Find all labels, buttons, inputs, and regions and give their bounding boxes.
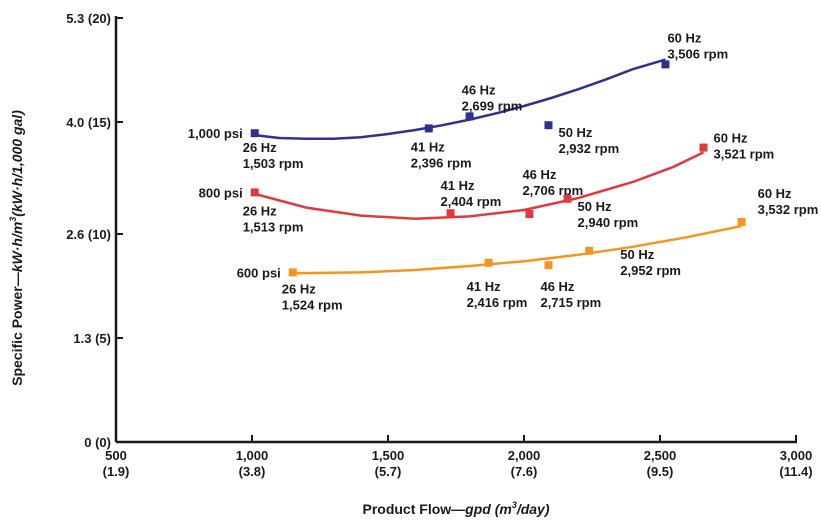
point-hz-label: 26 Hz <box>243 140 277 155</box>
data-point <box>424 124 433 133</box>
series-curve <box>251 58 666 141</box>
data-point <box>484 258 493 267</box>
data-point <box>737 218 746 226</box>
point-hz-label: 46 Hz <box>522 167 556 182</box>
series-curve <box>251 151 705 221</box>
point-hz-label: 60 Hz <box>758 186 792 201</box>
data-point <box>250 188 259 197</box>
point-hz-label: 46 Hz <box>462 82 496 97</box>
y-ticks: 0 (0) 1.3 (5) 2.6 (10) 4.0 (15) 5.3 (20) <box>66 11 123 450</box>
point-hz-label: 41 Hz <box>467 279 501 294</box>
series-label: 800 psi <box>199 185 243 200</box>
y-title-sup: 3 <box>8 217 18 222</box>
x-tick-sublabel: (3.8) <box>239 464 266 479</box>
data-point <box>544 261 553 270</box>
x-title-unit: gpd (m <box>464 501 512 517</box>
axes <box>114 16 797 444</box>
x-tick-label: 3,000 <box>780 448 813 463</box>
x-tick-sublabel: (9.5) <box>647 464 674 479</box>
y-tick-label: 0 (0) <box>84 435 111 450</box>
x-tick-sublabel: (1.9) <box>103 464 130 479</box>
point-rpm-label: 2,940 rpm <box>578 215 639 230</box>
x-title-sup: 3 <box>512 500 517 510</box>
point-rpm-label: 2,932 rpm <box>558 141 619 156</box>
point-rpm-label: 3,521 rpm <box>714 147 775 162</box>
x-tick-label: 2,500 <box>644 448 677 463</box>
series-curve <box>292 224 742 275</box>
point-rpm-label: 2,404 rpm <box>441 194 502 209</box>
data-point <box>446 209 455 218</box>
point-rpm-label: 2,952 rpm <box>620 263 681 278</box>
x-tick-sublabel: (7.6) <box>511 464 538 479</box>
x-ticks: 500(1.9) 1,000(3.8) 1,500(5.7) 2,000(7.6) 2,… <box>103 435 813 479</box>
y-tick-label: 2.6 (10) <box>66 227 111 242</box>
point-hz-label: 60 Hz <box>714 131 748 146</box>
data-point <box>585 246 594 255</box>
x-title-main: Product Flow— <box>362 501 465 517</box>
point-hz-label: 60 Hz <box>667 30 701 45</box>
point-hz-label: 50 Hz <box>620 247 654 262</box>
x-tick-label: 1,000 <box>236 448 269 463</box>
x-axis-title: Product Flow—gpd (m3/day) <box>362 500 549 517</box>
data-point <box>563 194 572 203</box>
data-point <box>699 143 708 152</box>
point-hz-label: 50 Hz <box>558 125 592 140</box>
y-tick-label: 5.3 (20) <box>66 11 111 26</box>
point-hz-label: 41 Hz <box>411 139 445 154</box>
y-tick-label: 4.0 (15) <box>66 115 111 130</box>
point-rpm-label: 2,416 rpm <box>467 295 528 310</box>
point-rpm-label: 1,503 rpm <box>243 156 304 171</box>
data-point <box>544 121 553 130</box>
x-tick-label: 2,000 <box>508 448 541 463</box>
data-point <box>288 268 297 277</box>
x-tick-sublabel: (5.7) <box>375 464 402 479</box>
y-title-unit1: kW·h/m <box>9 222 25 273</box>
x-tick-label: 1,500 <box>372 448 405 463</box>
x-tick-label: 500 <box>105 448 127 463</box>
point-rpm-label: 1,513 rpm <box>243 219 304 234</box>
x-title-end: /day) <box>516 501 550 517</box>
point-hz-label: 46 Hz <box>540 279 574 294</box>
point-rpm-label: 2,715 rpm <box>540 295 601 310</box>
point-rpm-label: 2,706 rpm <box>522 183 583 198</box>
data-point <box>465 112 474 121</box>
point-rpm-label: 2,396 rpm <box>411 155 472 170</box>
x-tick-sublabel: (11.4) <box>779 464 812 479</box>
point-rpm-label: 2,699 rpm <box>462 98 523 113</box>
point-rpm-label: 1,524 rpm <box>282 297 343 312</box>
data-point <box>525 210 534 218</box>
series-label: 1,000 psi <box>188 126 243 141</box>
point-rpm-label: 3,506 rpm <box>667 46 728 61</box>
data-point <box>661 60 670 69</box>
data-point <box>250 129 259 138</box>
y-title-main: Specific Power— <box>9 272 25 386</box>
point-hz-label: 50 Hz <box>578 199 612 214</box>
y-axis-title: Specific Power—kW·h/m3(kW·h/1,000 gal) <box>8 110 25 386</box>
point-hz-label: 26 Hz <box>282 281 316 296</box>
series-label: 600 psi <box>237 265 281 280</box>
point-hz-label: 41 Hz <box>441 178 475 193</box>
y-tick-label: 1.3 (5) <box>73 331 111 346</box>
y-title-unit2: (kW·h/1,000 gal) <box>9 110 25 217</box>
point-hz-label: 26 Hz <box>243 203 277 218</box>
point-rpm-label: 3,532 rpm <box>758 202 819 217</box>
